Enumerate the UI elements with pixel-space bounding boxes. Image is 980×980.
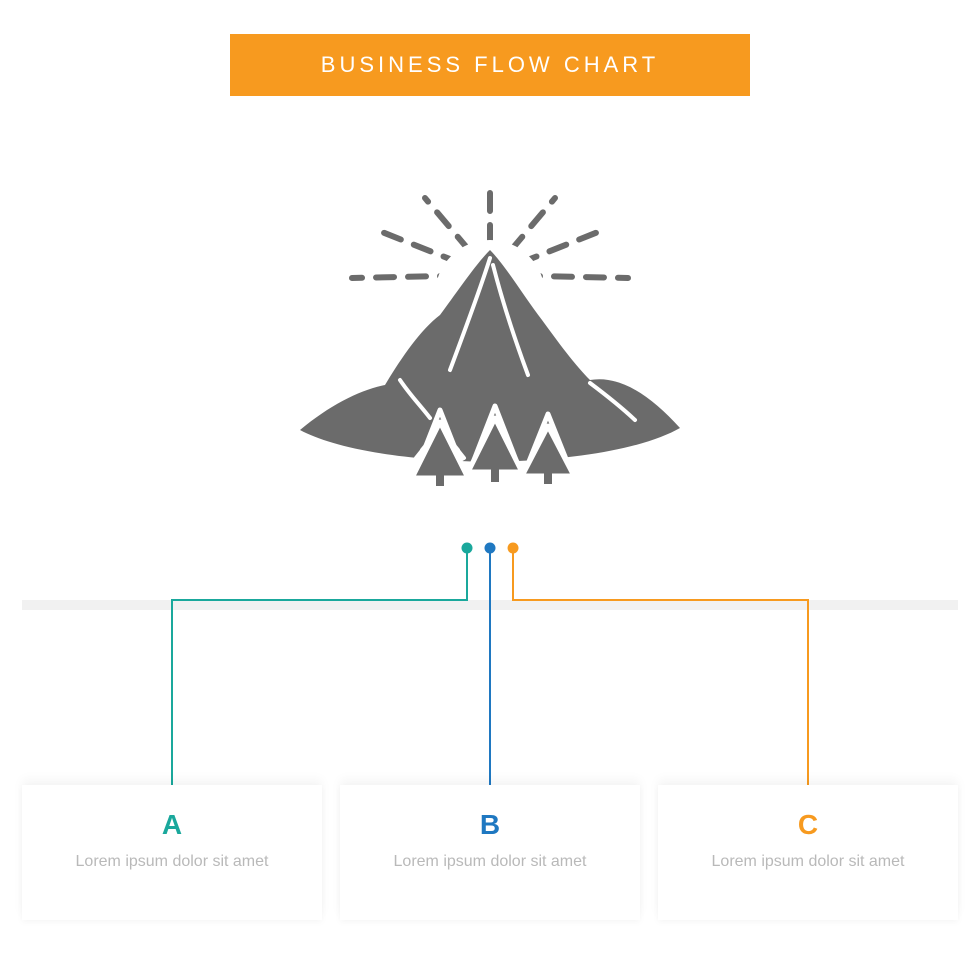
card-letter: A xyxy=(22,809,322,841)
card-a: A Lorem ipsum dolor sit amet xyxy=(22,785,322,920)
card-letter: B xyxy=(340,809,640,841)
title-bar: Business Flow Chart xyxy=(230,34,750,96)
card-desc: Lorem ipsum dolor sit amet xyxy=(658,851,958,873)
card-desc: Lorem ipsum dolor sit amet xyxy=(22,851,322,873)
card-letter: C xyxy=(658,809,958,841)
card-c: C Lorem ipsum dolor sit amet xyxy=(658,785,958,920)
card-desc: Lorem ipsum dolor sit amet xyxy=(340,851,640,873)
page-title: Business Flow Chart xyxy=(321,52,659,78)
cards-row: A Lorem ipsum dolor sit amet B Lorem ips… xyxy=(0,785,980,920)
mountain-icon xyxy=(290,170,690,490)
connector-lines xyxy=(0,540,980,820)
card-b: B Lorem ipsum dolor sit amet xyxy=(340,785,640,920)
